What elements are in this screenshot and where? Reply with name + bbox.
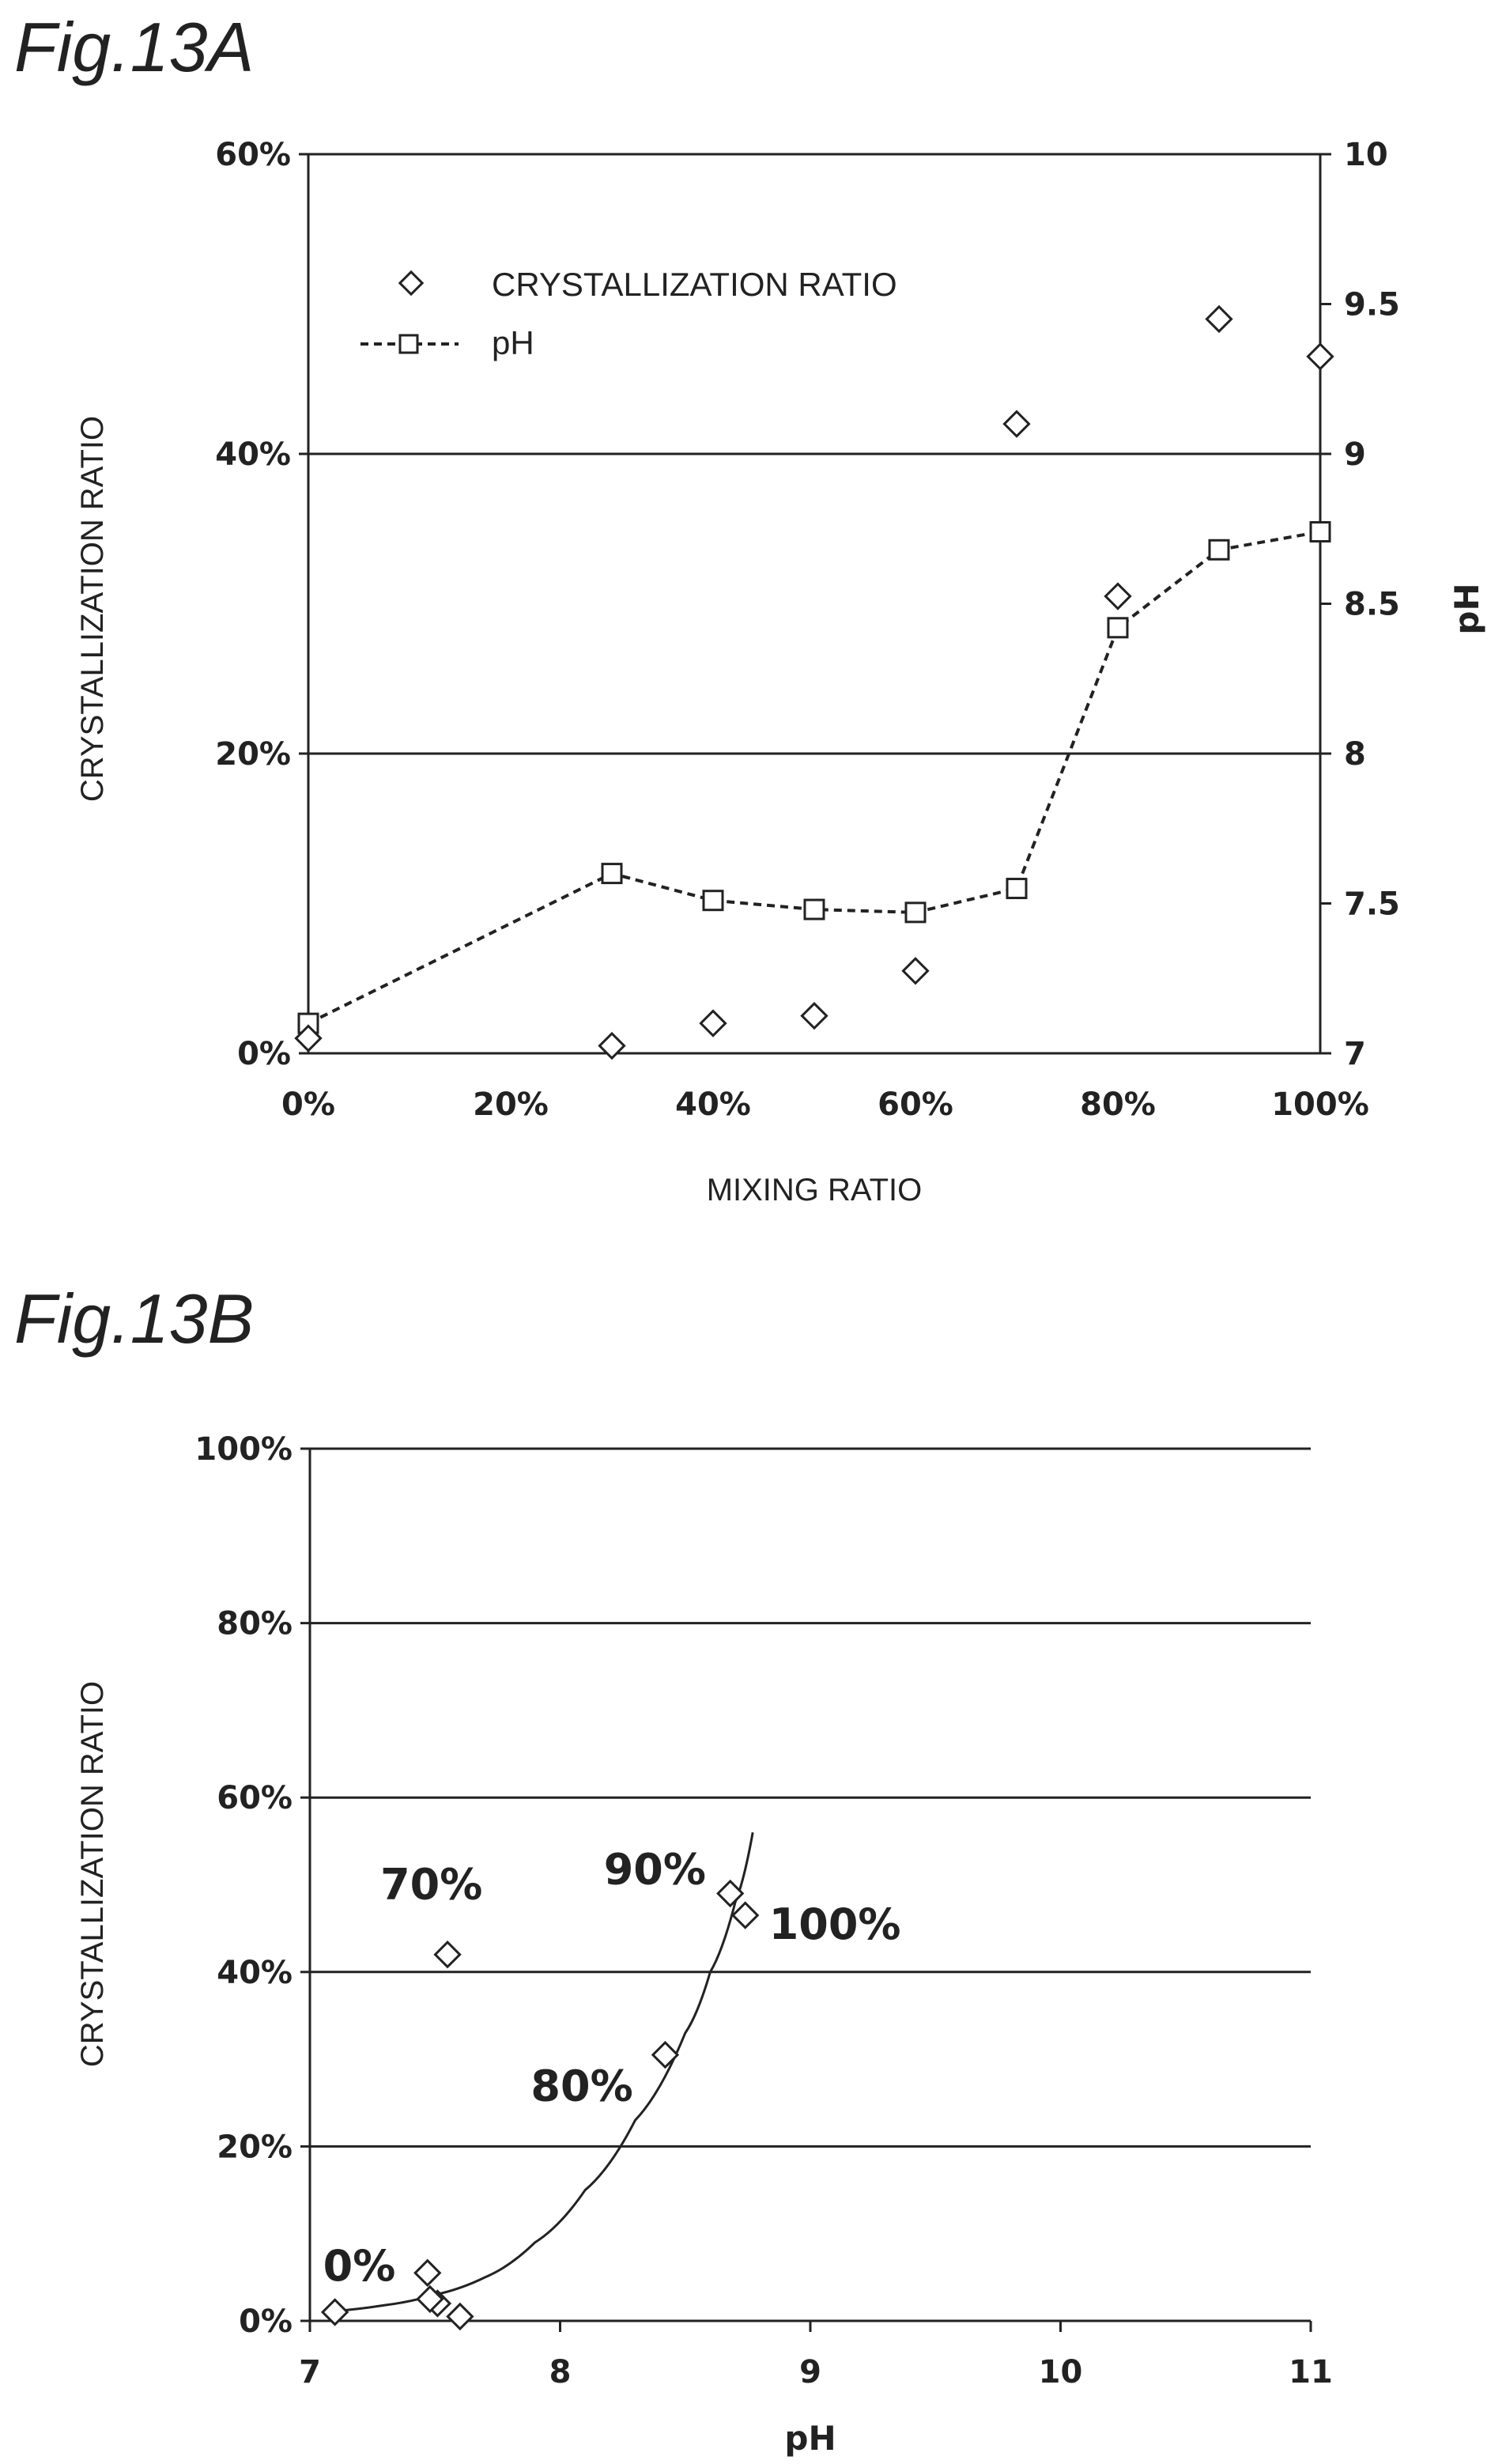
fig-13a-crystallization-point <box>1002 410 1031 438</box>
fig-13a-ph-point <box>1208 539 1230 561</box>
fig-13a-ph-point <box>904 901 927 924</box>
fig-13a-x-tick-label: 0% <box>281 1087 335 1123</box>
fig-13b-point <box>716 1879 745 1908</box>
fig-13b-point <box>651 2040 680 2069</box>
fig-13a-y2-tick-label: 9 <box>1344 436 1366 473</box>
fig-13b-point-label: 80% <box>530 2062 632 2111</box>
fig-13a-y2-tick-label: 7.5 <box>1344 886 1400 923</box>
fig-13b-x-tick-label: 9 <box>799 2354 821 2390</box>
fig-13b-point-label: 90% <box>604 1845 706 1895</box>
fig-13a-y-axis-title: CRYSTALLIZATION RATIO <box>75 416 110 802</box>
fig-13a-y2-axis-title: pH <box>1447 583 1486 634</box>
fig-13b-y-tick-label: 40% <box>217 1955 293 1991</box>
fig-13a-crystallization-point <box>1205 304 1233 334</box>
fig-13a-crystallization-point <box>1104 582 1132 610</box>
fig-13a-y-tick-label: 0% <box>237 1036 291 1072</box>
fig-13a-x-tick-label: 100% <box>1271 1087 1369 1123</box>
fig-13b-point-label: 70% <box>380 1860 482 1910</box>
fig-13a-x-axis-title: MIXING RATIO <box>707 1173 923 1207</box>
fig-13b-plot: 0% 20% 40% 60% 80% 100% 7 8 9 10 11 0% 70% 80% 90% 100% <box>194 1431 1332 2390</box>
fig-13a-crystallization-point <box>901 957 930 985</box>
legend-crystallization-label: CRYSTALLIZATION RATIO <box>492 266 897 303</box>
fig-13b-point <box>433 1941 462 1969</box>
fig-13a-y2-tick-label: 8.5 <box>1344 587 1400 623</box>
fig-13a-title: Fig.13A <box>14 8 254 86</box>
legend-ph-label: pH <box>492 324 534 361</box>
fig-13b-x-tick-label: 11 <box>1289 2354 1333 2390</box>
fig-13a-x-tick-label: 80% <box>1080 1087 1156 1123</box>
fig-13b-point <box>446 2302 474 2331</box>
fig-13a-crystallization-point <box>598 1031 626 1060</box>
fig-13b-x-tick-label: 10 <box>1039 2354 1083 2390</box>
fig-13a-ph-point <box>803 898 825 920</box>
fig-13a-ph-line <box>308 530 1321 1025</box>
legend-diamond-marker <box>398 270 425 297</box>
fig-13b-x-tick-label: 7 <box>299 2354 321 2390</box>
fig-13a-legend: CRYSTALLIZATION RATIO pH <box>360 266 897 361</box>
fig-13b-point <box>413 2258 442 2288</box>
fig-13b-y-axis-title: CRYSTALLIZATION RATIO <box>75 1681 110 2067</box>
fig-13a-ph-point <box>1309 521 1331 543</box>
fig-13a-y2-tick-label: 8 <box>1344 736 1366 773</box>
fig-13a-ph-point <box>601 863 623 885</box>
fig-13b-point <box>731 1901 760 1929</box>
fig-13a-x-tick-label: 20% <box>473 1087 549 1123</box>
fig-13a-crystallization-point <box>800 1001 828 1030</box>
fig-13a-y2-tick-label: 9.5 <box>1344 287 1400 323</box>
fig-13a-ph-point <box>1006 878 1028 900</box>
fig-13a-x-tick-label: 40% <box>675 1087 751 1123</box>
fig-13a-crystallization-point <box>1306 342 1334 371</box>
fig-13a-y2-tick-label: 7 <box>1344 1036 1366 1072</box>
fig-13b-point-label: 100% <box>769 1899 901 1949</box>
fig-13b-y-tick-label: 0% <box>239 2303 293 2340</box>
fig-13a-y2-tick-label: 10 <box>1344 137 1388 173</box>
fig-13b-y-tick-label: 100% <box>194 1431 293 1468</box>
fig-13b-point <box>416 2284 444 2314</box>
fig-13b-point <box>320 2298 349 2326</box>
fig-13b-point-label: 0% <box>323 2241 396 2291</box>
fig-13a-y-tick-label: 20% <box>215 736 291 773</box>
fig-13a-crystallization-point <box>699 1009 727 1037</box>
fig-13b-y-tick-label: 80% <box>217 1606 293 1642</box>
fig-13a-ph-point <box>702 890 724 912</box>
fig-13b-y-tick-label: 60% <box>217 1780 293 1816</box>
fig-13a-crystallization-point <box>294 1024 323 1052</box>
legend-square-marker <box>398 334 419 354</box>
fig-13b-y-tick-label: 20% <box>217 2129 293 2165</box>
fig-13b-x-tick-label: 8 <box>549 2354 572 2390</box>
fig-13a-y-tick-label: 60% <box>215 137 291 173</box>
fig-13a-ph-point <box>1107 617 1129 639</box>
fig-13a-y-tick-label: 40% <box>215 436 291 473</box>
fig-13b-title: Fig.13B <box>14 1279 254 1358</box>
fig-13b-x-axis-title: pH <box>784 2419 836 2458</box>
fig-13a-x-tick-label: 60% <box>878 1087 953 1123</box>
